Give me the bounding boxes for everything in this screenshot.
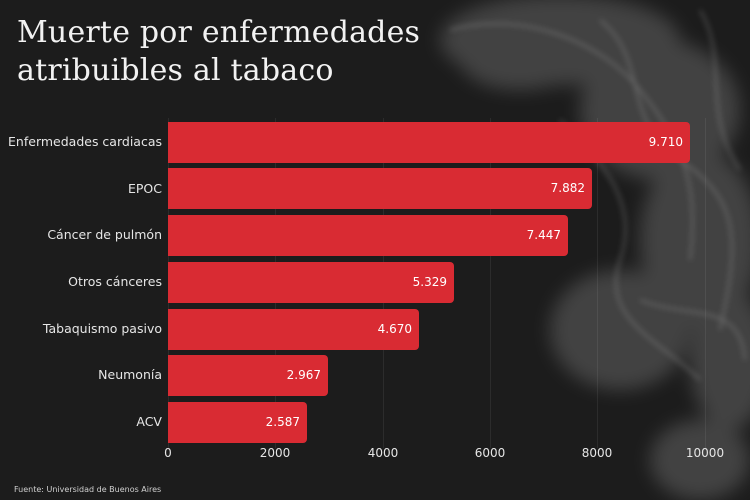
category-label: Cáncer de pulmón (47, 227, 162, 242)
bar-tabaquismo-pasivo[interactable]: 4.670 (168, 309, 419, 350)
gridline-8000 (597, 118, 598, 448)
bar-neumonia[interactable]: 2.967 (168, 355, 328, 396)
bar-value-label: 5.329 (412, 275, 447, 289)
x-tick-label: 0 (164, 446, 172, 460)
x-tick-label: 10000 (685, 446, 725, 460)
chart-title-line-2: atribuibles al tabaco (17, 53, 334, 88)
category-label: EPOC (127, 181, 162, 196)
gridline-10000 (705, 118, 706, 448)
chart-title: Muerte por enfermedades atribuibles al t… (17, 14, 420, 90)
category-label: Tabaquismo pasivo (42, 321, 162, 336)
bar-value-label: 9.710 (648, 135, 683, 149)
gridline-6000 (490, 118, 491, 448)
category-label: ACV (136, 414, 162, 429)
bar-value-label: 7.882 (550, 181, 585, 195)
source-note: Fuente: Universidad de Buenos Aires (14, 485, 162, 494)
bar-value-label: 7.447 (526, 228, 561, 242)
x-tick-label: 8000 (581, 446, 613, 460)
x-tick-label: 6000 (474, 446, 506, 460)
bar-otros-canceres[interactable]: 5.329 (168, 262, 454, 303)
bar-acv[interactable]: 2.587 (168, 402, 307, 443)
x-tick-label: 2000 (259, 446, 291, 460)
x-tick-label: 4000 (367, 446, 399, 460)
bar-value-label: 2.587 (265, 415, 300, 429)
bar-value-label: 2.967 (286, 368, 321, 382)
bar-enfermedades-cardiacas[interactable]: 9.710 (168, 122, 690, 163)
bar-value-label: 4.670 (377, 322, 412, 336)
category-label: Otros cánceres (68, 274, 162, 289)
category-label: Neumonía (98, 367, 162, 382)
category-label: Enfermedades cardiacas (8, 134, 162, 149)
chart-title-line-1: Muerte por enfermedades (17, 15, 421, 50)
bar-epoc[interactable]: 7.882 (168, 168, 592, 209)
bar-cancer-de-pulmon[interactable]: 7.447 (168, 215, 568, 256)
